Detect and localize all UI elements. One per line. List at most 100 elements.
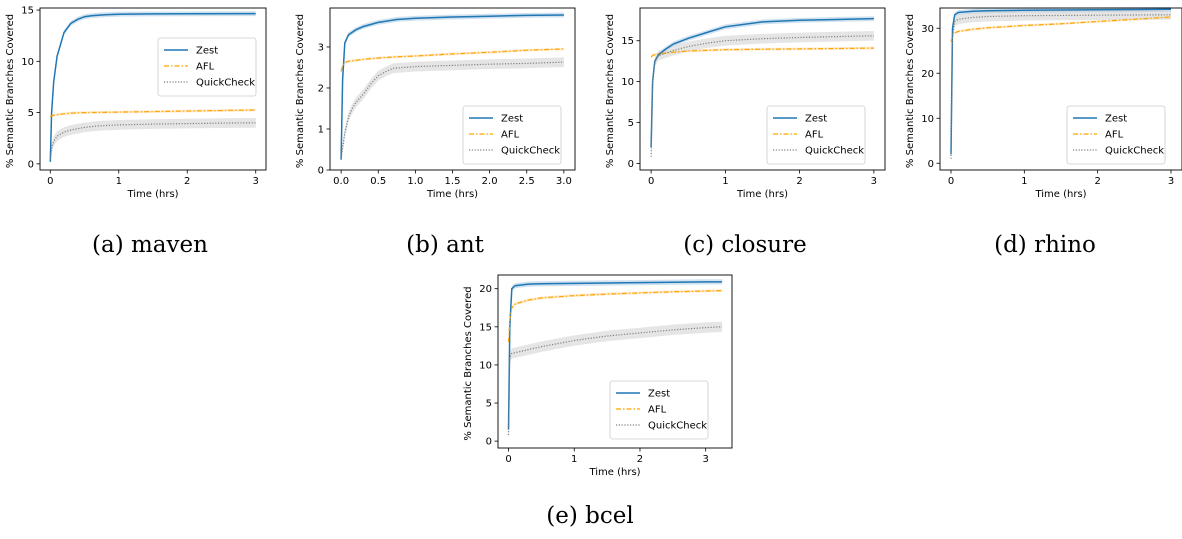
x-tick-label-closure: 1 — [722, 176, 728, 187]
y-tick-label-maven: 5 — [28, 108, 34, 119]
y-tick-label-closure: 10 — [621, 77, 634, 88]
caption-closure: (c) closure — [683, 232, 807, 258]
y-tick-label-bcel: 0 — [486, 437, 492, 448]
caption-rhino: (d) rhino — [994, 232, 1096, 258]
legend-label-bcel-quickcheck: QuickCheck — [648, 421, 707, 432]
x-axis-label-closure: Time (hrs) — [736, 189, 788, 200]
y-tick-label-rhino: 20 — [921, 69, 934, 80]
legend-label-closure-zest: Zest — [805, 114, 827, 125]
x-tick-label-maven: 1 — [116, 176, 122, 187]
plot-frame-rhino — [939, 7, 1182, 171]
series-line-rhino-zest — [950, 8, 1172, 155]
chart-panel-ant: 0.0 0.5 1.0 1.5 2.0 2.5 3.0 0 1 2 3 Time (hrs) % Sem… — [295, 0, 590, 215]
x-tick-label-ant: 1.0 — [407, 176, 423, 187]
series-line-maven-afl — [49, 109, 256, 118]
band-maven-quickcheck — [50, 117, 256, 165]
legend-label-ant-afl: AFL — [501, 130, 520, 141]
series-line-bcel-quickcheck — [507, 326, 723, 436]
plot-frame-bcel — [497, 274, 733, 449]
y-tick-label-ant: 0 — [318, 166, 324, 177]
chart-panel-closure: 0 1 2 3 0 5 10 15 Time (hrs) % Semantic Branches … — [590, 0, 886, 215]
x-tick-label-bcel: 3 — [703, 454, 709, 465]
band-ant-zest — [341, 12, 564, 163]
y-tick-label-closure: 15 — [621, 36, 634, 47]
chart-svg-maven: 0 1 2 3 0 5 10 15 Time (hrs) % Semantic Branches … — [5, 6, 267, 200]
x-tick-label-closure: 2 — [796, 176, 802, 187]
legend-frame-bcel — [609, 380, 709, 440]
x-tick-label-maven: 2 — [184, 176, 190, 187]
x-tick-label-rhino: 3 — [1168, 176, 1174, 187]
plot-frame-closure — [639, 7, 886, 171]
y-axis-label-ant: % Semantic Branches Covered — [295, 14, 306, 168]
chart-panel-rhino: 0 1 2 3 0 10 20 30 Time (hrs)% Semantic Branches… — [885, 0, 1182, 215]
series-line-rhino-quickcheck — [950, 14, 1172, 159]
y-tick-label-maven: 15 — [21, 6, 34, 17]
y-tick-label-rhino: 10 — [921, 114, 934, 125]
legend-frame-rhino — [1066, 105, 1166, 165]
caption-bcel: (e) bcel — [546, 503, 634, 529]
series-line-ant-quickcheck — [340, 61, 564, 158]
y-axis-label-closure: % Semantic Branches Covered — [605, 14, 616, 168]
legend-closure: Zest AFL QuickCheck — [766, 105, 866, 165]
y-tick-label-ant: 3 — [318, 42, 324, 53]
y-tick-label-bcel: 10 — [479, 360, 492, 371]
legend-maven: Zest AFL QuickCheck — [157, 37, 257, 97]
legend-bcel: Zest AFL QuickCheck — [609, 380, 709, 440]
x-tick-label-ant: 2.0 — [482, 176, 498, 187]
x-tick-label-rhino: 2 — [1094, 176, 1100, 187]
series-line-closure-quickcheck — [650, 35, 874, 157]
legend-label-rhino-zest: Zest — [1105, 114, 1127, 125]
legend-rhino: Zest AFL QuickCheck — [1066, 105, 1166, 165]
plot-frame-maven — [39, 7, 267, 171]
legend-label-closure-afl: AFL — [805, 130, 824, 141]
y-tick-label-closure: 0 — [628, 159, 634, 170]
x-axis-label-maven: Time (hrs) — [126, 189, 178, 200]
y-tick-label-ant: 2 — [318, 83, 324, 94]
series-line-bcel-afl — [507, 290, 723, 343]
y-tick-label-rhino: 30 — [921, 24, 934, 35]
x-tick-label-bcel: 0 — [505, 454, 511, 465]
legend-frame-maven — [157, 37, 257, 97]
legend-label-maven-afl: AFL — [196, 62, 215, 73]
chart-panel-maven: 0 1 2 3 0 5 10 15 Time (hrs) % Semantic Branches … — [0, 0, 295, 215]
x-tick-label-ant: 2.5 — [519, 176, 535, 187]
caption-ant: (b) ant — [406, 232, 484, 258]
x-axis-label-ant: Time (hrs) — [426, 189, 478, 200]
legend-label-ant-quickcheck: QuickCheck — [501, 146, 560, 157]
x-tick-label-maven: 3 — [253, 176, 259, 187]
chart-svg-closure: 0 1 2 3 0 5 10 15 Time (hrs) % Semantic Branches … — [605, 7, 886, 200]
legend-label-maven-quickcheck: QuickCheck — [196, 78, 255, 89]
chart-svg-bcel: 0 1 2 3 0 5 10 15 20 Time (hrs) % Semantic Branche… — [463, 274, 733, 478]
legend-label-bcel-afl: AFL — [648, 405, 667, 416]
x-tick-label-maven: 0 — [47, 176, 53, 187]
x-axis-label-bcel: Time (hrs) — [588, 467, 640, 478]
legend-label-rhino-quickcheck: QuickCheck — [1105, 146, 1164, 157]
y-axis-label-bcel: % Semantic Branches Covered — [463, 286, 474, 440]
chart-panel-bcel: 0 1 2 3 0 5 10 15 20 Time (hrs) % Semantic Branche… — [445, 260, 745, 485]
x-tick-label-ant: 0.5 — [370, 176, 386, 187]
x-tick-label-ant: 0.0 — [333, 176, 349, 187]
legend-label-bcel-zest: Zest — [648, 389, 670, 400]
series-line-ant-afl — [340, 48, 564, 72]
legend-label-maven-zest: Zest — [196, 46, 218, 57]
y-axis-label-rhino: % Semantic Branches Covered — [905, 14, 916, 168]
caption-maven: (a) maven — [92, 232, 208, 258]
series-line-ant-zest — [340, 14, 564, 160]
chart-svg-ant: 0.0 0.5 1.0 1.5 2.0 2.5 3.0 0 1 2 3 Time (hrs) % Sem… — [295, 7, 576, 200]
y-tick-label-bcel: 15 — [479, 322, 492, 333]
legend-label-closure-quickcheck: QuickCheck — [805, 146, 864, 157]
series-line-maven-zest — [49, 12, 256, 162]
x-tick-label-bcel: 1 — [571, 454, 577, 465]
y-tick-label-bcel: 20 — [479, 284, 492, 295]
legend-label-ant-zest: Zest — [501, 114, 523, 125]
legend-frame-closure — [766, 105, 866, 165]
series-line-rhino-afl — [950, 16, 1172, 42]
legend-ant: Zest AFL QuickCheck — [462, 105, 562, 165]
y-tick-label-maven: 10 — [21, 57, 34, 68]
y-tick-label-maven: 0 — [28, 159, 34, 170]
y-tick-label-bcel: 5 — [486, 399, 492, 410]
y-tick-label-closure: 5 — [628, 118, 634, 129]
x-tick-label-rhino: 1 — [1021, 176, 1027, 187]
x-tick-label-rhino: 0 — [948, 176, 954, 187]
